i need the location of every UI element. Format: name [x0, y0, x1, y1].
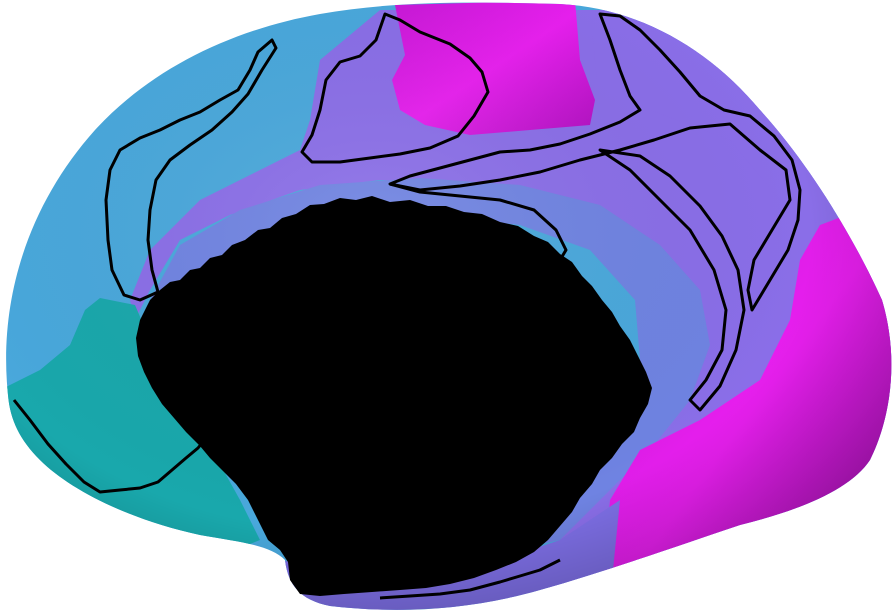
outline-medial-orbitofrontal [12, 399, 208, 494]
outline-precuneus [598, 148, 746, 412]
outline-cingulate [222, 182, 568, 302]
outline-parahippocampal [379, 558, 561, 600]
outline-paracentral [300, 12, 490, 164]
outline-superior-frontal [104, 38, 278, 302]
parcel-outlines [12, 12, 802, 600]
medial-wall [136, 196, 652, 596]
outline-cuneus [388, 12, 802, 312]
